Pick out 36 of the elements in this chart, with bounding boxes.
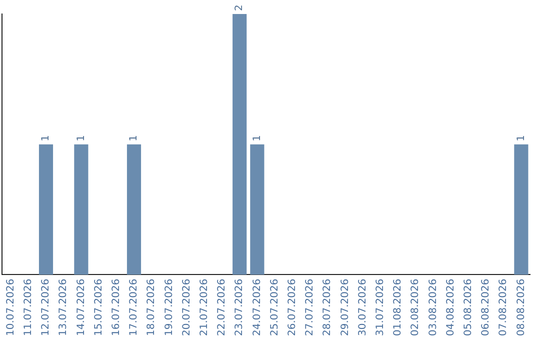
x-tick-label: 16.07.2026 [110,278,122,336]
x-tick-label: 04.08.2026 [445,278,456,336]
data-label: 2 [234,4,246,11]
x-tick-label: 24.07.2026 [252,278,263,336]
x-tick-label: 11.07.2026 [22,278,34,336]
x-tick-label: 30.07.2026 [357,278,368,336]
x-tick-label: 05.08.2026 [462,278,474,336]
x-tick-label: 26.07.2026 [286,278,298,336]
x-tick-label: 31.07.2026 [374,278,386,336]
x-tick-label: 02.08.2026 [410,278,422,336]
x-tick-label: 07.08.2026 [498,278,510,336]
x-tick-label: 27.07.2026 [304,278,316,336]
x-tick-label: 20.07.2026 [181,278,192,336]
x-tick-label: 03.08.2026 [428,278,439,336]
x-tick-label: 22.07.2026 [216,278,228,336]
data-label: 1 [76,134,87,142]
data-label: 1 [516,134,527,142]
x-tick-label: 10.07.2026 [5,278,16,336]
x-tick-label: 08.08.2026 [516,278,527,336]
data-label: 1 [252,134,263,142]
data-label: 1 [40,134,52,142]
x-tick-label: 28.07.2026 [322,278,334,336]
x-tick-label: 01.08.2026 [392,278,404,336]
x-tick-label: 25.07.2026 [269,278,280,336]
x-tick-label: 17.07.2026 [128,278,140,336]
x-tick-label: 12.07.2026 [40,278,52,336]
x-tick-label: 13.07.2026 [58,278,70,336]
data-label: 1 [128,134,140,142]
x-tick-label: 29.07.2026 [340,278,351,336]
x-tick-label: 06.08.2026 [480,278,492,336]
x-tick-label: 23.07.2026 [234,278,246,336]
x-tick-label: 14.07.2026 [76,278,87,336]
x-tick-label: 18.07.2026 [146,278,158,336]
x-tick-label: 21.07.2026 [198,278,210,336]
x-tick-label: 15.07.2026 [93,278,104,336]
x-tick-label: 19.07.2026 [164,278,175,336]
